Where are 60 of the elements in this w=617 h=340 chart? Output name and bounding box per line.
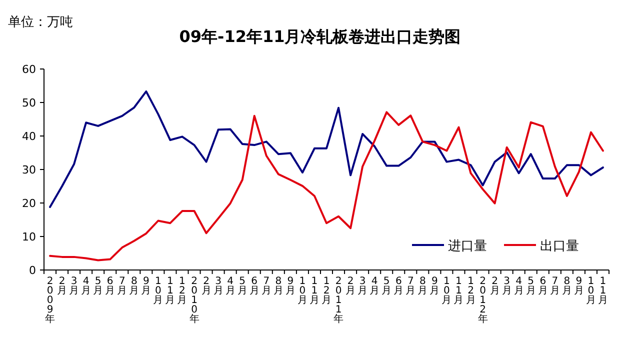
x-tick-label: 7月 (117, 276, 128, 296)
x-tick-label: 7月 (406, 276, 416, 296)
x-tick-label: 4月 (81, 276, 92, 296)
x-tick-label: 8月 (562, 276, 572, 296)
x-tick-label: 4月 (514, 276, 524, 296)
x-tick-label: 2月 (57, 276, 68, 296)
x-tick-label: 8月 (129, 276, 140, 296)
x-tick-label: 2月 (201, 276, 212, 296)
x-tick-label: 2月 (490, 276, 500, 296)
x-tick-label: 2011年 (334, 276, 344, 325)
chart-title: 09年-12年11月冷轧板卷进出口走势图 (179, 27, 461, 46)
x-tick-label: 4月 (370, 276, 380, 296)
x-tick-label: 3月 (502, 276, 512, 296)
y-tick-label: 30 (22, 164, 36, 176)
x-tick-label: 3月 (358, 276, 368, 296)
x-tick-label: 2月 (346, 276, 356, 296)
x-tick-label: 3月 (69, 276, 80, 296)
y-tick-label: 60 (22, 63, 36, 76)
line-series (49, 111, 604, 262)
y-tick-label: 40 (22, 130, 36, 143)
x-tick-label: 5月 (237, 276, 248, 296)
x-tick-label: 10月 (153, 276, 164, 306)
x-tick-label: 7月 (550, 276, 560, 296)
x-tick-label: 10月 (442, 276, 452, 306)
x-tick-label: 6月 (249, 276, 260, 296)
y-tick-label: 20 (22, 197, 36, 210)
x-tick-label: 11月 (309, 276, 320, 306)
text: 单位：万吨 (8, 15, 73, 30)
x-tick-label: 6月 (394, 276, 404, 296)
x-tick-label: 6月 (105, 276, 116, 296)
y-tick-label: 50 (22, 96, 36, 110)
x-tick-label: 5月 (382, 276, 392, 296)
x-tick-label: 9月 (430, 276, 440, 296)
x-tick-label: 9月 (141, 276, 152, 296)
x-tick-label: 12月 (177, 276, 188, 306)
legend-label: 出口量 (540, 239, 579, 254)
x-tick-label: 4月 (225, 276, 236, 296)
x-tick-label: 10月 (297, 276, 308, 306)
x-tick-label: 11月 (165, 276, 176, 306)
y-tick-label: 0 (29, 264, 36, 277)
x-tick-label: 2010年 (189, 276, 200, 325)
x-tick-label: 12月 (466, 276, 476, 306)
x-tick-label: 11月 (454, 276, 464, 306)
x-tick-label: 11月 (598, 276, 608, 306)
x-tick-label: 7月 (261, 276, 272, 296)
y-tick-label: 10 (22, 230, 36, 244)
x-tick-label: 6月 (538, 276, 548, 296)
x-tick-label: 5月 (93, 276, 104, 296)
line-series (49, 90, 604, 208)
x-tick-label: 2012年 (478, 276, 488, 325)
x-tick-label: 8月 (273, 276, 284, 296)
x-tick-label: 9月 (574, 276, 584, 296)
x-tick-label: 3月 (213, 276, 224, 296)
legend-label: 进口量 (448, 239, 487, 254)
x-tick-label: 12月 (322, 276, 332, 306)
x-tick-label: 2009年 (45, 276, 56, 325)
x-tick-label: 8月 (418, 276, 428, 296)
x-tick-label: 9月 (285, 276, 296, 296)
x-tick-label: 5月 (526, 276, 536, 296)
x-tick-label: 10月 (586, 276, 596, 306)
